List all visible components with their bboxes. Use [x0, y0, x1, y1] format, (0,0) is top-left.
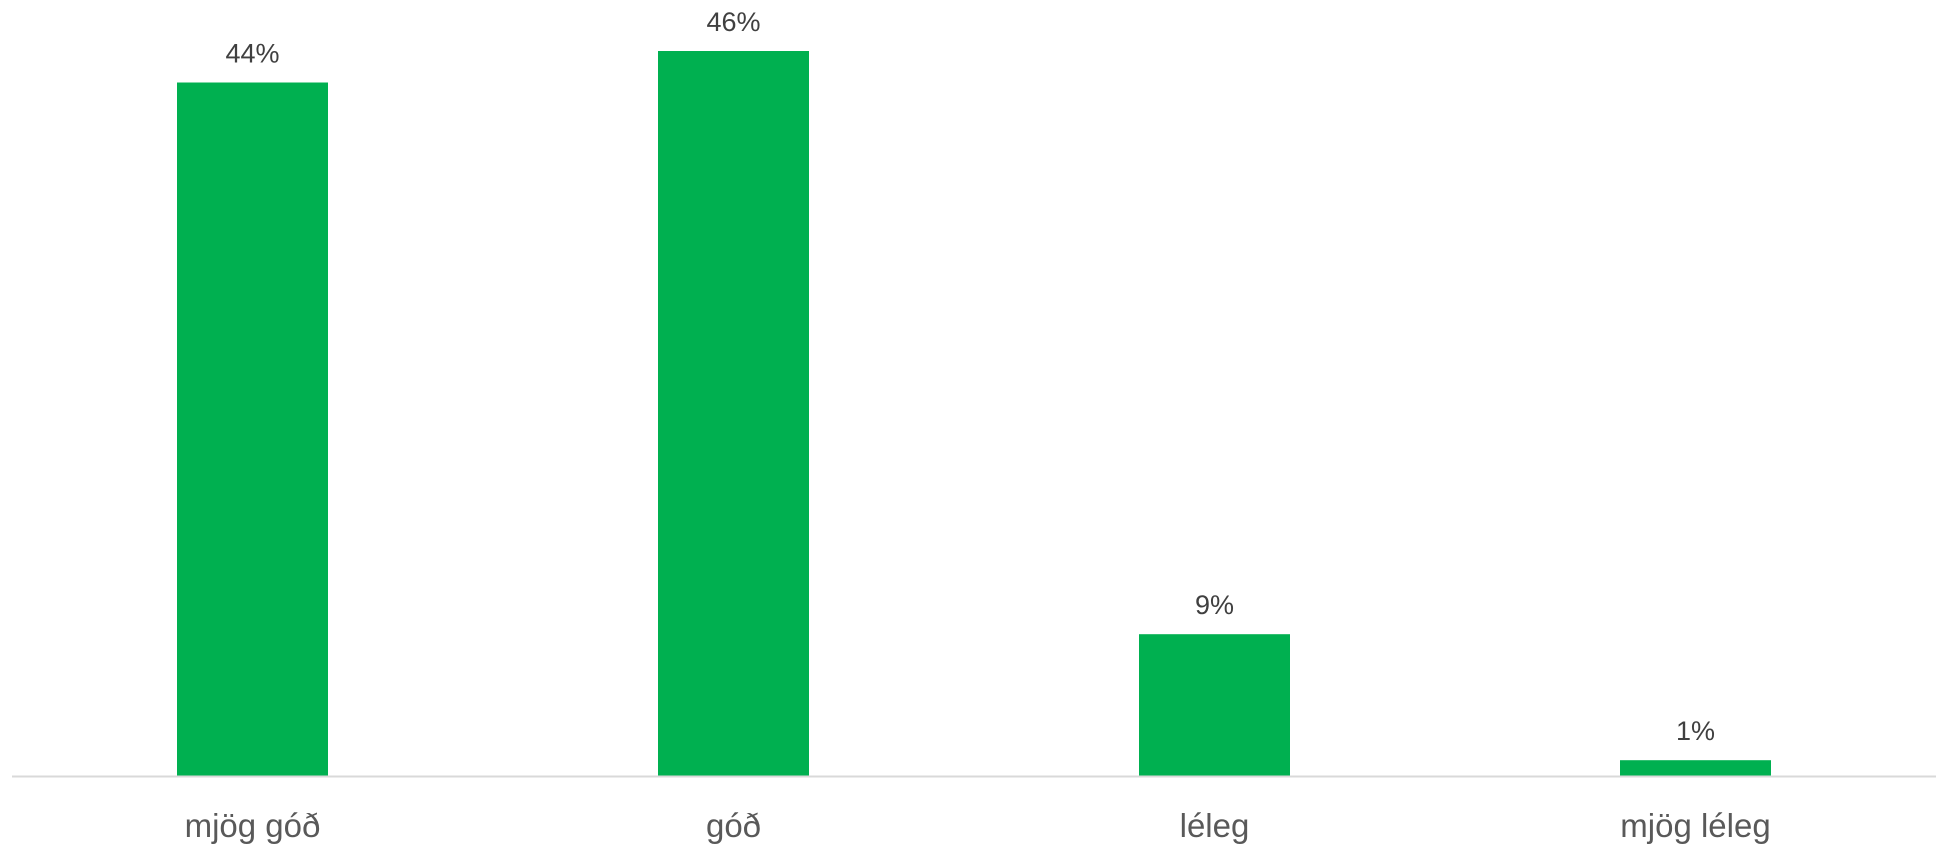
bar-4	[1620, 760, 1771, 776]
bars-group	[177, 51, 1771, 776]
value-label-1: 44%	[225, 39, 279, 69]
category-labels-group: mjög góð góð léleg mjög léleg	[185, 807, 1771, 844]
category-label-4: mjög léleg	[1620, 807, 1770, 844]
bar-1	[177, 82, 328, 776]
value-label-3: 9%	[1195, 590, 1234, 620]
value-label-2: 46%	[706, 7, 760, 37]
category-label-3: léleg	[1180, 807, 1250, 844]
value-labels-group: 44% 46% 9% 1%	[225, 7, 1715, 746]
bar-2	[658, 51, 809, 776]
category-label-2: góð	[706, 807, 761, 844]
value-label-4: 1%	[1676, 716, 1715, 746]
bar-3	[1139, 634, 1290, 776]
category-label-1: mjög góð	[185, 807, 321, 844]
